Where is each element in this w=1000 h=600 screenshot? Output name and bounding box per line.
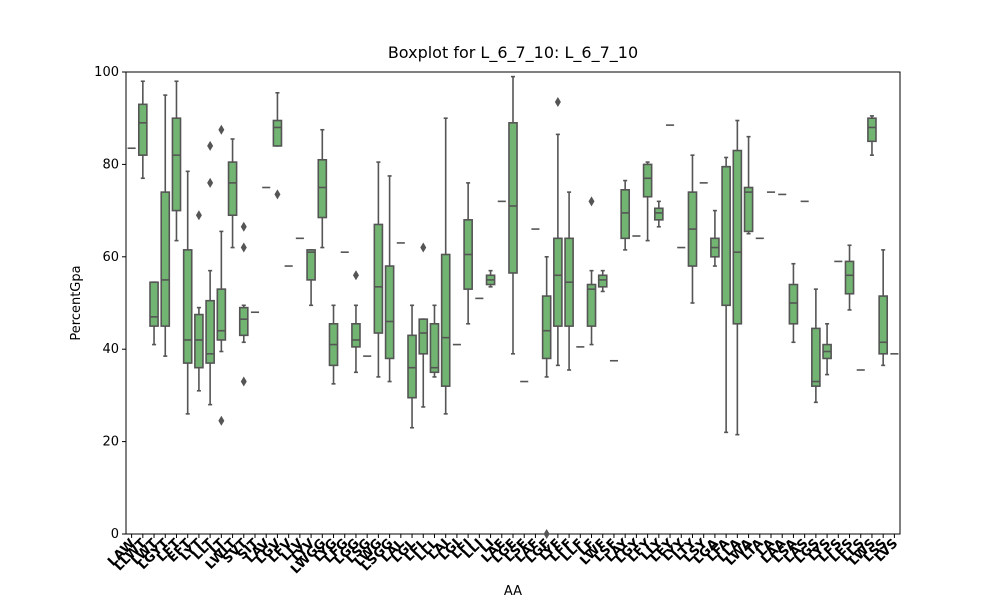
outlier	[352, 270, 359, 281]
box	[844, 260, 855, 295]
outlier	[240, 242, 247, 253]
y-tick-label: 20	[102, 435, 119, 450]
y-tick-label: 40	[102, 342, 119, 357]
outlier	[240, 221, 247, 232]
box	[878, 295, 889, 355]
outlier	[207, 140, 214, 151]
box	[508, 122, 518, 274]
box	[553, 237, 563, 327]
box	[788, 283, 799, 325]
outlier	[543, 529, 550, 539]
outlier	[274, 189, 281, 200]
box	[541, 295, 552, 360]
box	[272, 119, 283, 147]
box	[238, 306, 249, 337]
box	[149, 281, 159, 327]
box	[653, 207, 664, 221]
outlier	[218, 124, 225, 135]
box	[160, 191, 171, 327]
box	[182, 249, 193, 364]
box	[407, 334, 417, 399]
box	[137, 103, 148, 156]
outlier	[207, 177, 214, 188]
outlier	[218, 415, 225, 426]
box	[732, 149, 743, 325]
box	[811, 327, 821, 387]
y-axis-label: PercentGpa	[69, 265, 84, 340]
box	[642, 163, 653, 198]
box	[586, 283, 597, 327]
box	[384, 265, 395, 360]
box	[418, 318, 429, 355]
outlier	[554, 97, 561, 108]
box	[620, 189, 631, 240]
box	[317, 158, 328, 219]
y-tick-label: 100	[94, 65, 119, 80]
box	[597, 274, 608, 288]
box	[743, 186, 754, 233]
chart-title: Boxplot for L_6_7_10: L_6_7_10	[388, 43, 638, 63]
y-tick-label: 80	[102, 157, 119, 172]
outlier	[588, 196, 595, 207]
box	[194, 313, 204, 369]
box	[306, 249, 316, 281]
box	[205, 299, 215, 364]
outlier	[240, 376, 247, 387]
outlier	[195, 210, 202, 221]
x-axis-label: AA	[504, 584, 522, 599]
outlier	[420, 242, 427, 253]
box	[227, 161, 238, 217]
y-tick-label: 60	[102, 250, 119, 265]
y-tick-label: 0	[111, 527, 119, 542]
box	[721, 165, 731, 307]
box	[171, 117, 182, 212]
box	[373, 223, 384, 334]
box	[351, 322, 361, 348]
box	[867, 117, 877, 143]
box	[440, 253, 451, 387]
box	[216, 288, 227, 341]
box	[429, 322, 440, 374]
